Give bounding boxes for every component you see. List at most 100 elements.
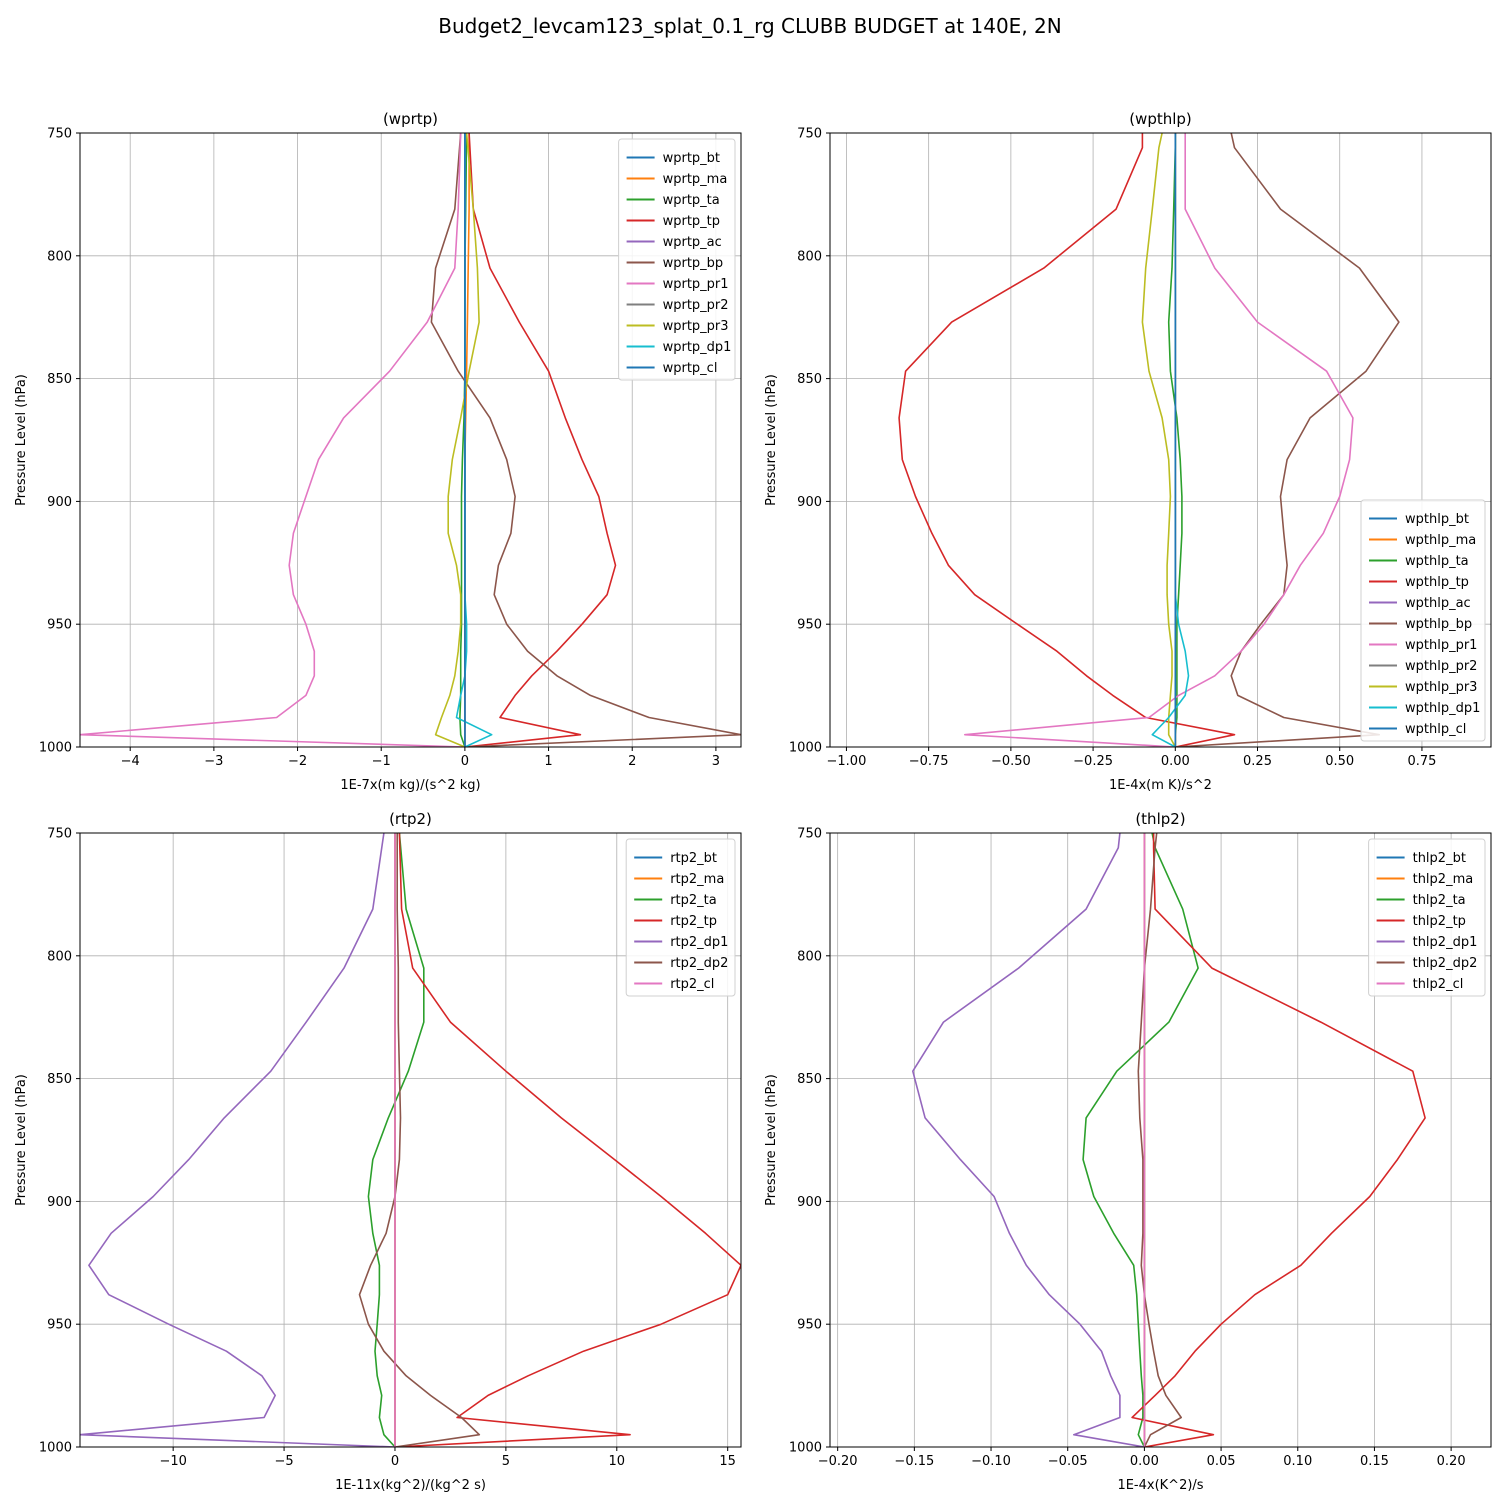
x-axis-label: 1E-4x(K^2)/s <box>1117 1478 1203 1493</box>
x-tick-label: 0.10 <box>1283 1454 1312 1469</box>
x-tick-label: −2 <box>288 754 307 769</box>
legend-label-wprtp-pr3: wprtp_pr3 <box>663 319 729 334</box>
y-tick-label: 850 <box>797 1072 822 1087</box>
legend-label-thlp2-dp1: thlp2_dp1 <box>1413 935 1478 950</box>
x-tick-label: −5 <box>274 1454 293 1469</box>
x-tick-label: −1.00 <box>827 754 867 769</box>
plot-area <box>80 133 741 747</box>
wprtp-panel: −4 −3 −2 −1 0 1 2 3 750 800 850 900 950 1000 (wprtp) 1E… <box>14 110 742 793</box>
series-line-thlp2-tp <box>1131 833 1426 1447</box>
thlp2-panel: −0.20 −0.15 −0.10 −0.05 0.00 0.05 0.10 0.15 0.20… <box>764 810 1492 1493</box>
legend-label-wprtp-ta: wprtp_ta <box>663 193 720 208</box>
y-axis-label: Pressure Level (hPa) <box>764 374 779 506</box>
y-tick-label: 900 <box>797 495 822 510</box>
x-tick-label: 0.05 <box>1207 1454 1236 1469</box>
legend: thlp2_bt thlp2_ma thlp2_ta thlp2_tp thlp2_dp… <box>1368 838 1486 997</box>
legend-label-wpthlp-pr1: wpthlp_pr1 <box>1405 638 1477 653</box>
plot-frame <box>829 832 1492 1448</box>
x-axis-label: 1E-4x(m K)/s^2 <box>1109 778 1212 793</box>
y-axis-label: Pressure Level (hPa) <box>764 1074 779 1206</box>
y-axis-label: Pressure Level (hPa) <box>14 374 29 506</box>
legend-label-wpthlp-tp: wpthlp_tp <box>1405 575 1469 590</box>
x-tick-label: 15 <box>719 1454 736 1469</box>
series-line-wpthlp-bp <box>1175 133 1400 747</box>
legend-label-wpthlp-ma: wpthlp_ma <box>1405 533 1476 548</box>
legend-label-wpthlp-pr3: wpthlp_pr3 <box>1405 680 1477 695</box>
x-tick-label: −4 <box>121 754 140 769</box>
panel-title: (thlp2) <box>1135 810 1185 828</box>
figure-title: Budget2_levcam123_splat_0.1_rg CLUBB BUD… <box>438 14 1062 38</box>
x-tick-label: 0.15 <box>1360 1454 1389 1469</box>
legend-label-rtp2-tp: rtp2_tp <box>670 914 717 929</box>
legend-label-thlp2-ma: thlp2_ma <box>1413 872 1474 887</box>
legend-label-wprtp-tp: wprtp_tp <box>663 214 720 229</box>
legend-label-rtp2-ta: rtp2_ta <box>670 893 717 908</box>
series-line-wpthlp-tp <box>898 133 1236 747</box>
panel-title: (wpthlp) <box>1129 110 1192 128</box>
x-tick-label: 3 <box>712 754 720 769</box>
series-line-wpthlp-ta <box>1167 133 1183 747</box>
legend: rtp2_bt rtp2_ma rtp2_ta rtp2_tp rtp2_dp1 rtp2… <box>625 838 736 997</box>
y-tick-label: 900 <box>797 1195 822 1210</box>
plot-area <box>80 833 741 1447</box>
y-tick-label: 850 <box>797 372 822 387</box>
legend-label-wprtp-pr2: wprtp_pr2 <box>663 298 729 313</box>
series-line-wpthlp-pr3 <box>1141 133 1177 747</box>
legend-label-rtp2-dp1: rtp2_dp1 <box>670 935 728 950</box>
x-tick-label: −10 <box>159 1454 186 1469</box>
x-tick-label: −3 <box>204 754 223 769</box>
series-line-wprtp-pr1 <box>80 133 465 747</box>
x-tick-label: −0.50 <box>991 754 1031 769</box>
panel-title: (wprtp) <box>383 110 438 128</box>
y-tick-label: 750 <box>47 827 72 842</box>
y-tick-label: 850 <box>47 1072 72 1087</box>
legend-label-rtp2-dp2: rtp2_dp2 <box>670 956 728 971</box>
y-tick-label: 750 <box>47 127 72 142</box>
x-tick-label: 1 <box>544 754 552 769</box>
y-tick-label: 950 <box>797 1318 822 1333</box>
legend-label-thlp2-dp2: thlp2_dp2 <box>1413 956 1478 971</box>
wpthlp-panel: −1.00 −0.75 −0.50 −0.25 0.00 0.25 0.50 0.75 750 8… <box>764 110 1492 793</box>
y-tick-label: 950 <box>47 1318 72 1333</box>
legend-label-thlp2-cl: thlp2_cl <box>1413 977 1464 992</box>
y-tick-label: 1000 <box>39 741 72 756</box>
legend-label-thlp2-bt: thlp2_bt <box>1413 851 1466 866</box>
y-axis-label: Pressure Level (hPa) <box>14 1074 29 1206</box>
plot-frame <box>79 132 742 748</box>
legend-label-wprtp-ma: wprtp_ma <box>663 172 728 187</box>
x-tick-label: −0.15 <box>894 1454 934 1469</box>
legend-label-wprtp-ac: wprtp_ac <box>663 235 722 250</box>
legend-label-wpthlp-dp1: wpthlp_dp1 <box>1405 701 1480 716</box>
series-line-rtp2-tp <box>394 833 741 1447</box>
y-tick-label: 1000 <box>789 1441 822 1456</box>
x-tick-label: −0.05 <box>1048 1454 1088 1469</box>
x-tick-label: −1 <box>372 754 391 769</box>
series-line-rtp2-dp1 <box>80 833 396 1447</box>
x-tick-label: 0.00 <box>1130 1454 1159 1469</box>
x-tick-label: 0.00 <box>1161 754 1190 769</box>
y-tick-label: 800 <box>47 249 72 264</box>
x-tick-label: 0.75 <box>1407 754 1436 769</box>
x-tick-label: 0.20 <box>1437 1454 1466 1469</box>
x-tick-label: −0.20 <box>818 1454 858 1469</box>
x-tick-label: −0.25 <box>1073 754 1113 769</box>
series-line-thlp2-dp1 <box>912 833 1145 1447</box>
x-axis-label: 1E-7x(m kg)/(s^2 kg) <box>340 778 480 793</box>
legend-label-wprtp-pr1: wprtp_pr1 <box>663 277 729 292</box>
series-line-thlp2-ta <box>1082 833 1199 1447</box>
y-tick-label: 800 <box>797 949 822 964</box>
plot-area <box>912 833 1426 1447</box>
panel-title: (rtp2) <box>389 810 432 828</box>
legend-label-wpthlp-ta: wpthlp_ta <box>1405 554 1469 569</box>
x-tick-label: −0.75 <box>909 754 949 769</box>
legend: wprtp_bt wprtp_ma wprtp_ta wprtp_tp wprtp_ac… <box>618 138 736 381</box>
legend-label-thlp2-ta: thlp2_ta <box>1413 893 1466 908</box>
legend-label-wpthlp-bp: wpthlp_bp <box>1405 617 1472 632</box>
legend-label-wpthlp-cl: wpthlp_cl <box>1405 722 1466 737</box>
x-tick-label: 5 <box>502 1454 510 1469</box>
legend: wpthlp_bt wpthlp_ma wpthlp_ta wpthlp_tpwpth… <box>1360 499 1486 742</box>
legend-label-thlp2-tp: thlp2_tp <box>1413 914 1466 929</box>
y-tick-label: 1000 <box>789 741 822 756</box>
x-tick-label: 10 <box>609 1454 626 1469</box>
series-line-wprtp-pr3 <box>434 133 480 747</box>
